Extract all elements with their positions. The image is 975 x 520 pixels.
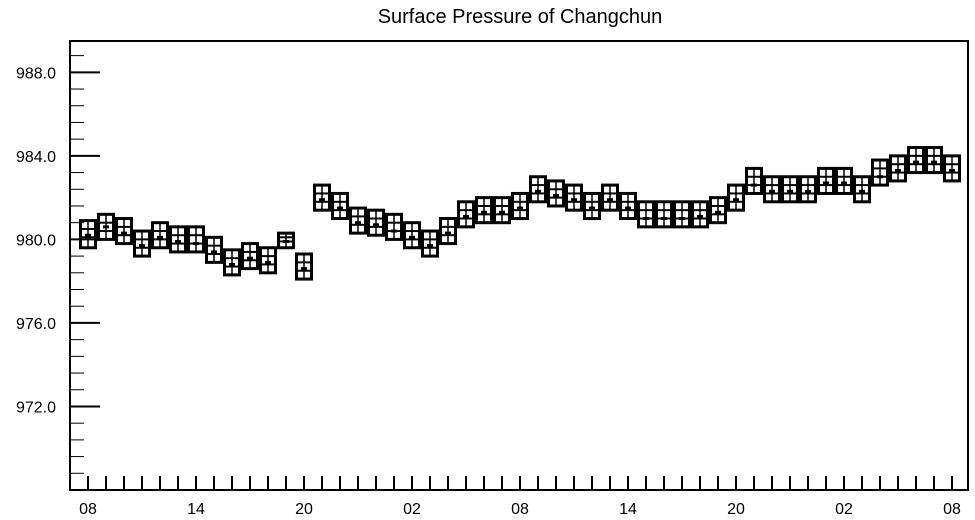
box-glyph — [187, 225, 205, 254]
box-glyph — [493, 196, 511, 225]
box-glyph — [907, 146, 925, 175]
box-glyph — [133, 229, 151, 258]
x-tick-label: 08 — [79, 501, 97, 518]
box-glyph — [115, 217, 133, 246]
box-glyph — [727, 183, 745, 212]
box-glyph — [709, 196, 727, 225]
box-glyph — [583, 191, 601, 221]
plot-frame — [69, 40, 969, 491]
x-tick-label: 14 — [187, 501, 205, 518]
y-tick-label: 988.0 — [16, 65, 56, 82]
x-tick-label: 08 — [511, 501, 529, 518]
box-glyph — [151, 221, 169, 250]
x-tick-label: 02 — [835, 501, 853, 518]
box-glyph — [385, 212, 403, 241]
box-glyph — [925, 146, 943, 175]
box-glyph — [295, 252, 313, 281]
box-glyph — [691, 200, 709, 229]
box-glyph — [817, 166, 835, 195]
box-glyph — [799, 175, 817, 204]
box-glyph — [403, 221, 421, 250]
x-tick-label: 20 — [295, 501, 313, 518]
y-tick-label: 976.0 — [16, 316, 56, 333]
box-glyph — [277, 231, 295, 250]
box-glyph — [511, 191, 529, 221]
box-glyph — [547, 179, 565, 208]
box-glyph — [889, 154, 907, 183]
x-tick-label: 08 — [943, 501, 961, 518]
box-glyph — [169, 225, 187, 254]
box-glyph — [601, 183, 619, 212]
box-glyph — [943, 154, 961, 183]
box-glyph — [205, 235, 223, 264]
box-glyph — [79, 219, 97, 250]
box-glyph — [835, 166, 853, 195]
y-tick-label: 972.0 — [16, 399, 56, 416]
y-tick-label: 984.0 — [16, 149, 56, 166]
chart-title: Surface Pressure of Changchun — [378, 6, 663, 28]
box-glyph — [331, 191, 349, 221]
box-glyph — [745, 166, 763, 195]
box-glyph — [313, 183, 331, 212]
box-glyph — [619, 191, 637, 221]
box-glyph — [349, 206, 367, 235]
box-glyph — [457, 200, 475, 229]
box-glyph — [223, 248, 241, 277]
box-glyph — [637, 200, 655, 229]
box-glyph — [421, 229, 439, 258]
box-glyph — [529, 175, 547, 204]
x-axis: 08 14 20 02 08 14 20 02 08 — [79, 476, 961, 518]
box-glyph — [655, 200, 673, 229]
box-glyph — [871, 158, 889, 187]
y-tick-label: 980.0 — [16, 232, 56, 249]
box-glyph — [439, 217, 457, 246]
box-glyph — [259, 246, 277, 275]
x-tick-label: 20 — [727, 501, 745, 518]
box-glyph — [367, 208, 385, 237]
box-glyph — [475, 196, 493, 225]
box-glyph — [565, 183, 583, 212]
y-axis: 972.0 976.0 980.0 984.0 988.0 — [16, 55, 100, 474]
box-series — [79, 146, 961, 281]
x-tick-label: 14 — [619, 501, 637, 518]
box-glyph — [97, 212, 115, 241]
box-glyph — [673, 200, 691, 229]
box-glyph — [853, 175, 871, 204]
box-glyph — [241, 242, 259, 271]
box-glyph — [763, 175, 781, 204]
box-glyph — [781, 175, 799, 204]
x-tick-label: 02 — [403, 501, 421, 518]
